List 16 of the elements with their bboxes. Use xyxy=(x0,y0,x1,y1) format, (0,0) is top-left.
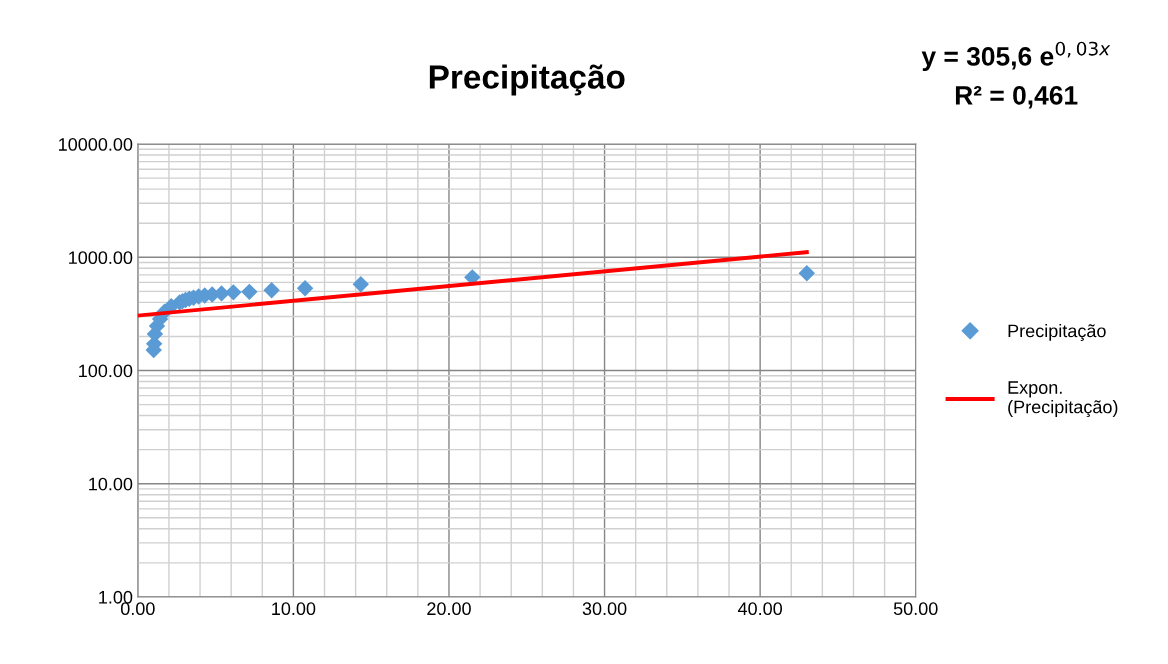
x-tick-label: 40.00 xyxy=(737,602,783,616)
y-tick-label: 10000.00 xyxy=(59,138,133,151)
x-tick-label: 10.00 xyxy=(272,602,316,616)
chart-title: Precipitação xyxy=(429,64,625,96)
x-tick-label: 30.00 xyxy=(582,602,627,616)
text: R² = 0,461 xyxy=(955,86,1078,109)
x-tick-label: 50.00 xyxy=(893,602,938,616)
y-tick-label: 1000.00 xyxy=(69,251,133,265)
text: y = 305,6 e$^{0,03x}$ xyxy=(921,41,1111,71)
y-tick-label: 1.00 xyxy=(99,590,133,604)
y-tick-label: 10.00 xyxy=(89,477,133,491)
x-tick-label: 20.00 xyxy=(427,602,471,616)
x-tick-label: 0.00 xyxy=(120,602,155,616)
legend-label: Expon. (Precipitação) xyxy=(1008,381,1118,418)
legend-label: Precipitação xyxy=(1008,324,1106,341)
y-tick-label: 100.00 xyxy=(79,364,133,378)
